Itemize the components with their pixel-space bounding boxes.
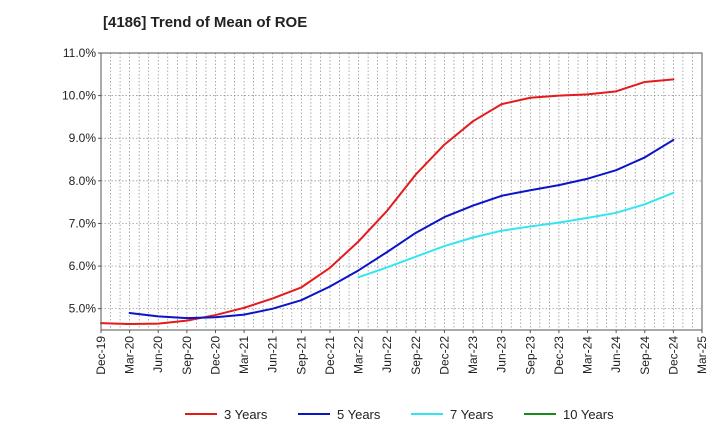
- x-tick-label: Dec-19: [94, 336, 108, 375]
- y-tick-label: 5.0%: [69, 302, 97, 316]
- y-tick-label: 8.0%: [69, 174, 97, 188]
- x-tick-label: Sep-23: [523, 336, 537, 375]
- legend: 3 Years 5 Years 7 Years 10 Years: [185, 407, 614, 422]
- series-line-7-years: [357, 191, 675, 279]
- y-tick-label: 11.0%: [63, 46, 96, 60]
- x-tick-label: Jun-20: [151, 336, 165, 373]
- x-tick-label: Mar-25: [695, 336, 709, 374]
- x-tick-label: Sep-21: [294, 336, 308, 375]
- x-tick-label: Mar-24: [581, 336, 595, 374]
- chart-title: [4186] Trend of Mean of ROE: [103, 14, 308, 31]
- series-lines: [100, 78, 675, 326]
- legend-label: 10 Years: [563, 407, 614, 422]
- x-tick-label: Dec-24: [666, 336, 680, 375]
- axes: [100, 52, 703, 331]
- x-tick-label: Jun-23: [495, 336, 509, 373]
- legend-label: 3 Years: [224, 407, 268, 422]
- x-tick-label: Jun-24: [609, 336, 623, 373]
- x-tick-label: Mar-23: [466, 336, 480, 374]
- plot-frame: [100, 52, 703, 331]
- x-tick-label: Mar-20: [123, 336, 137, 374]
- grid: [100, 52, 703, 330]
- x-tick-label: Jun-21: [266, 336, 280, 373]
- y-tick-label: 10.0%: [62, 89, 96, 103]
- y-tick-labels: 5.0% 6.0% 7.0% 8.0% 9.0% 10.0% 11.0%: [62, 46, 101, 316]
- y-tick-label: 7.0%: [69, 216, 97, 230]
- x-tick-label: Dec-22: [437, 336, 451, 375]
- x-tick-label: Mar-21: [237, 336, 251, 374]
- y-tick-label: 6.0%: [69, 259, 97, 273]
- y-tick-label: 9.0%: [69, 131, 97, 145]
- legend-label: 7 Years: [450, 407, 494, 422]
- x-tick-label: Dec-20: [208, 336, 222, 375]
- series-line-5-years: [128, 138, 675, 320]
- x-tick-label: Mar-22: [352, 336, 366, 374]
- x-tick-label: Sep-22: [409, 336, 423, 375]
- x-tick-label: Jun-22: [380, 336, 394, 373]
- legend-label: 5 Years: [337, 407, 381, 422]
- x-tick-label: Sep-20: [180, 336, 194, 375]
- x-tick-label: Sep-24: [638, 336, 652, 375]
- x-tick-labels: Dec-19 Mar-20 Jun-20 Sep-20 Dec-20 Mar-21 Jun-…: [94, 330, 709, 375]
- x-tick-label: Dec-21: [323, 336, 337, 375]
- x-tick-label: Dec-23: [552, 336, 566, 375]
